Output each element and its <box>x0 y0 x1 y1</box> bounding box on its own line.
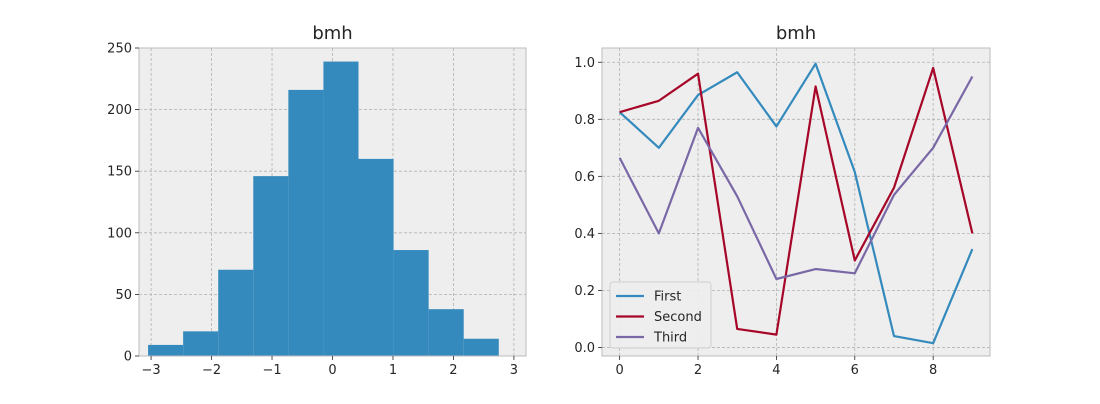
y-tick-label: 0.4 <box>574 227 595 242</box>
x-tick-label: 2 <box>449 363 457 378</box>
histogram-bar <box>428 309 464 356</box>
histogram-bar <box>183 331 219 356</box>
y-tick-label: 250 <box>107 42 132 57</box>
x-tick-label: −2 <box>202 363 221 378</box>
line-chart-panel: 0 2 4 6 8 0.0 0.2 0.4 0.6 0.8 1.0 bmh First Second… <box>574 23 991 378</box>
y-tick-label: 50 <box>115 288 132 303</box>
y-tick-label: 0 <box>124 350 132 365</box>
histogram-bar <box>288 89 324 356</box>
histogram-bar <box>463 338 499 356</box>
series-line-second <box>619 66 974 336</box>
histogram-bar <box>218 269 254 356</box>
y-tick-label: 200 <box>107 103 132 118</box>
line-chart-series <box>618 62 974 345</box>
x-tick-label: 6 <box>851 363 859 378</box>
histogram-bar <box>393 250 429 356</box>
x-tick-label: 1 <box>389 363 397 378</box>
line-chart-title: bmh <box>776 23 816 44</box>
y-tick-label: 0.6 <box>574 170 595 185</box>
x-tick-label: 0 <box>328 363 336 378</box>
line-chart-x-ticks: 0 2 4 6 8 <box>615 356 937 378</box>
line-chart-legend: First Second Third <box>609 281 712 349</box>
histogram-bar <box>323 61 359 356</box>
histogram-panel: −3 −2 −1 0 1 2 3 0 50 100 150 200 250 bmh <box>107 23 527 378</box>
histogram-title: bmh <box>312 23 352 44</box>
line-chart-y-ticks: 0.0 0.2 0.4 0.6 0.8 1.0 <box>574 56 602 356</box>
histogram-x-ticks: −3 −2 −1 0 1 2 3 <box>142 356 518 378</box>
y-tick-label: 0.0 <box>574 341 595 356</box>
x-tick-label: −3 <box>142 363 161 378</box>
legend-label: Third <box>653 331 687 346</box>
x-tick-label: 4 <box>772 363 780 378</box>
legend-box <box>609 281 712 349</box>
x-tick-label: −1 <box>262 363 281 378</box>
line-chart-frame <box>601 47 991 357</box>
x-tick-label: 0 <box>615 363 623 378</box>
histogram-bars <box>148 61 499 356</box>
legend-label: First <box>654 290 681 305</box>
series-line-first <box>618 62 974 345</box>
y-tick-label: 1.0 <box>574 56 595 71</box>
y-tick-label: 0.8 <box>574 113 595 128</box>
x-tick-label: 8 <box>929 363 937 378</box>
legend-label: Second <box>654 310 702 325</box>
y-tick-label: 100 <box>107 226 132 241</box>
y-tick-label: 0.2 <box>574 284 595 299</box>
y-tick-label: 150 <box>107 165 132 180</box>
series-line-third <box>618 75 974 281</box>
histogram-bar <box>148 344 184 356</box>
histogram-bar <box>358 158 394 356</box>
histogram-y-ticks: 0 50 100 150 200 250 <box>107 42 139 365</box>
x-tick-label: 2 <box>694 363 702 378</box>
x-tick-label: 3 <box>510 363 518 378</box>
histogram-bar <box>253 176 289 356</box>
